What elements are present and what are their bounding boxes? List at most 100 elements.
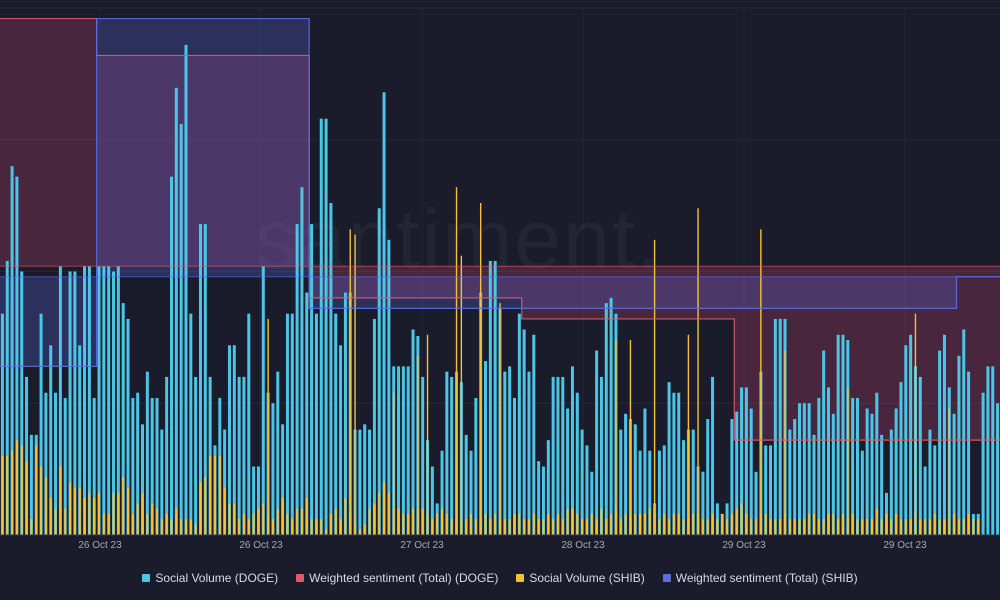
shib-volume-bar xyxy=(484,513,487,535)
shib-volume-spike xyxy=(948,408,950,535)
shib-volume-bar xyxy=(276,508,279,535)
doge-volume-bar xyxy=(909,334,913,535)
doge-volume-bar xyxy=(5,260,9,535)
x-tick-label: 26 Oct 23 xyxy=(239,540,283,551)
doge-volume-bar xyxy=(580,429,584,535)
shib-volume-bar xyxy=(518,513,521,535)
shib-volume-bar xyxy=(788,519,791,535)
doge-volume-bar xyxy=(300,187,304,535)
doge-volume-bar xyxy=(933,445,937,535)
doge-volume-bar xyxy=(855,397,859,535)
shib-volume-bar xyxy=(107,513,110,535)
doge-volume-bar xyxy=(778,318,782,535)
doge-volume-bar xyxy=(638,450,642,535)
shib-volume-spike xyxy=(479,202,482,536)
shib-volume-bar xyxy=(701,519,704,535)
doge-volume-bar xyxy=(667,382,671,535)
shib-volume-bar xyxy=(566,508,569,535)
shib-volume-spike xyxy=(847,387,849,535)
shib-volume-bar xyxy=(242,513,245,535)
shib-volume-bar xyxy=(977,519,980,535)
doge-volume-bar xyxy=(116,266,120,535)
doge-volume-bar xyxy=(314,313,318,535)
legend-item-shib-sentiment[interactable]: Weighted sentiment (Total) (SHIB) xyxy=(662,571,858,585)
shib-volume-bar xyxy=(624,513,627,535)
legend-item-doge-volume[interactable]: Social Volume (DOGE) xyxy=(142,571,278,585)
doge-volume-bar xyxy=(189,313,193,535)
doge-volume-bar xyxy=(324,118,328,536)
doge-volume-bar xyxy=(546,440,550,535)
shib-volume-bar xyxy=(78,487,81,535)
shib-volume-bar xyxy=(943,519,946,535)
shib-volume-bar xyxy=(726,519,729,535)
doge-volume-bar xyxy=(305,292,309,535)
doge-volume-bar xyxy=(503,371,507,535)
doge-volume-bar xyxy=(194,376,198,535)
doge-volume-bar xyxy=(899,382,903,535)
shib-volume-bar xyxy=(972,519,975,535)
shib-volume-spike xyxy=(760,229,762,535)
shib-volume-bar xyxy=(64,508,67,535)
x-axis: 26 Oct 23 26 Oct 23 27 Oct 23 28 Oct 23 29 O… xyxy=(0,534,1000,551)
shib-volume-bar xyxy=(344,498,347,535)
doge-volume-bar xyxy=(29,434,33,535)
doge-volume-bar xyxy=(382,92,386,535)
doge-volume-bar xyxy=(87,266,91,535)
doge-volume-bar xyxy=(831,413,835,535)
doge-volume-bar xyxy=(802,403,806,535)
shib-volume-bar xyxy=(421,508,424,535)
doge-volume-bar xyxy=(102,266,106,535)
doge-volume-bar xyxy=(450,376,454,535)
doge-volume-bar xyxy=(836,334,840,535)
shib-volume-spike xyxy=(354,234,356,536)
doge-volume-bar xyxy=(522,329,526,535)
shib-volume-spike xyxy=(687,334,690,535)
shib-volume-bar xyxy=(812,513,816,535)
doge-volume-bar xyxy=(25,376,29,535)
legend-item-shib-volume[interactable]: Social Volume (SHIB) xyxy=(516,571,645,585)
legend-item-doge-sentiment[interactable]: Weighted sentiment (Total) (DOGE) xyxy=(296,571,498,585)
legend-label-doge-volume: Social Volume (DOGE) xyxy=(155,571,279,585)
doge-volume-bar xyxy=(682,440,686,535)
doge-volume-bar xyxy=(15,176,19,535)
doge-volume-bar xyxy=(252,466,256,535)
shib-volume-bar xyxy=(470,513,473,535)
shib-volume-bar xyxy=(436,513,439,535)
shib-volume-bar xyxy=(692,513,695,535)
doge-volume-bar xyxy=(894,408,898,535)
doge-volume-bar xyxy=(445,371,449,535)
legend-swatch-shib-sentiment xyxy=(662,574,671,582)
doge-volume-bar xyxy=(112,271,116,535)
shib-volume-bar xyxy=(73,487,76,535)
doge-volume-bar xyxy=(619,429,623,535)
shib-volume-bar xyxy=(286,513,289,535)
doge-volume-bar xyxy=(58,266,62,535)
doge-volume-bar xyxy=(165,376,169,535)
doge-volume-bar xyxy=(179,123,183,535)
doge-volume-bar xyxy=(865,408,869,535)
doge-volume-bar xyxy=(39,313,43,535)
shib-volume-bar xyxy=(136,503,139,535)
doge-volume-bar xyxy=(474,397,478,535)
shib-volume-spike xyxy=(653,239,656,535)
shib-volume-bar xyxy=(30,519,33,535)
shib-volume-bar xyxy=(151,503,154,535)
doge-volume-bar xyxy=(735,419,739,535)
shib-volume-bar xyxy=(875,508,878,535)
x-tick-label: 28 Oct 23 xyxy=(561,540,605,551)
shib-volume-bar xyxy=(532,513,535,535)
doge-volume-bar xyxy=(754,471,758,535)
shib-volume-bar xyxy=(610,513,613,535)
shib-volume-bar xyxy=(165,513,168,535)
shib-volume-bar xyxy=(373,503,376,535)
doge-volume-bar xyxy=(827,387,830,535)
shib-volume-bar xyxy=(368,508,371,535)
shib-volume-bar xyxy=(904,519,907,535)
shib-volume-bar xyxy=(40,466,43,535)
doge-volume-bar xyxy=(232,345,236,535)
shib-volume-bar xyxy=(122,477,125,535)
doge-volume-bar xyxy=(996,403,1000,535)
doge-volume-bar xyxy=(643,408,647,535)
doge-volume-bar xyxy=(121,303,125,535)
shib-volume-bar xyxy=(363,524,366,535)
